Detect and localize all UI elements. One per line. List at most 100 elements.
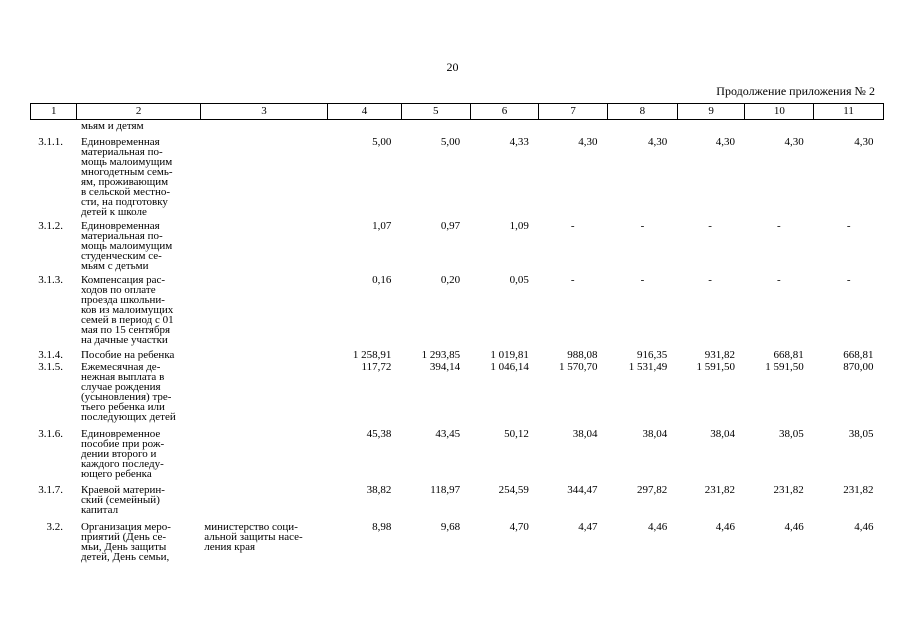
value-cell: 4,30 bbox=[648, 136, 668, 148]
column-header: 4 bbox=[327, 103, 402, 120]
value-cell: 50,12 bbox=[504, 428, 529, 440]
text-line: Единовременная bbox=[80, 136, 160, 148]
text-line: Краевой материн- bbox=[80, 484, 165, 496]
row-executor bbox=[200, 271, 327, 345]
row-code: 3.1.6. bbox=[38, 428, 63, 440]
value-cell: - bbox=[708, 220, 712, 232]
text-line: в сельской местно- bbox=[80, 186, 170, 198]
text-line: многодетным семь- bbox=[80, 166, 173, 178]
value-cell: 4,47 bbox=[578, 521, 598, 533]
value-cell: - bbox=[777, 274, 781, 286]
value-cell: - bbox=[570, 220, 575, 232]
value-cell: 0,16 bbox=[372, 274, 392, 286]
value-cell: 1,09 bbox=[509, 220, 529, 232]
value-cell: 118,97 bbox=[430, 484, 461, 496]
value-cell: 1 591,50 bbox=[696, 361, 735, 373]
text-line: министерство соци- bbox=[204, 521, 298, 533]
value-cell: 916,35 bbox=[637, 349, 668, 361]
table-row: 3.2. Организация меро-приятий (День се-мь… bbox=[31, 515, 884, 563]
row-code: 3.1.5. bbox=[38, 361, 63, 373]
text-line: материальная по- bbox=[80, 146, 163, 158]
text-line: мощь малоимущим bbox=[80, 156, 173, 168]
value-cell: 4,30 bbox=[854, 136, 874, 148]
text-line: ям, проживающим bbox=[80, 176, 169, 188]
page-number: 20 bbox=[446, 60, 459, 74]
text-line: на дачные участки bbox=[80, 334, 168, 346]
value-cell: 0,97 bbox=[440, 220, 461, 232]
table-row: 3.1.7. Краевой материн-ский (семейный) кап… bbox=[31, 479, 884, 516]
value-cell: 1 531,49 bbox=[628, 361, 668, 373]
value-cell: 8,98 bbox=[372, 521, 392, 533]
row-executor bbox=[200, 479, 327, 515]
value-cell: 4,46 bbox=[715, 521, 735, 533]
row-code: 3.1.4. bbox=[38, 349, 63, 361]
text-line: дении второго и bbox=[80, 448, 157, 460]
text-line: мая по 15 сентября bbox=[80, 324, 171, 336]
row-name: Краевой материн-ский (семейный) капитал bbox=[77, 479, 200, 516]
continuation-label: Продолжение приложения № 2 bbox=[716, 84, 875, 98]
value-cell: 38,04 bbox=[572, 428, 598, 440]
value-cell: - bbox=[777, 220, 781, 232]
table-row: 3.1.6. Единовременное пособие при рож-дени… bbox=[31, 422, 884, 480]
value-cell: 0,05 bbox=[509, 274, 529, 286]
column-header: 3 bbox=[199, 103, 329, 120]
column-header: 11 bbox=[813, 103, 884, 120]
value-cell: - bbox=[570, 274, 575, 286]
row-executor bbox=[200, 422, 327, 479]
value-cell: 231,82 bbox=[843, 484, 874, 496]
value-cell: 297,82 bbox=[637, 484, 668, 496]
row-executor bbox=[200, 360, 327, 422]
value-cell: 5,00 bbox=[440, 136, 461, 148]
text-line: мощь малоимущим bbox=[80, 240, 173, 252]
value-cell: 394,14 bbox=[429, 361, 461, 373]
text-line: сти, на подготовку bbox=[80, 196, 168, 208]
text-line: случае рождения bbox=[80, 381, 161, 393]
value-cell: 344,47 bbox=[567, 484, 598, 496]
value-cell: 931,82 bbox=[704, 349, 735, 361]
text-line: материальная по- bbox=[80, 230, 163, 242]
row-name: Единовременная материальная по-мощь малои… bbox=[77, 131, 200, 218]
text-line: Единовременное bbox=[80, 428, 161, 440]
text-line: нежная выплата в bbox=[80, 371, 165, 383]
value-cell: - bbox=[708, 274, 712, 286]
value-cell: 1 293,85 bbox=[421, 349, 461, 361]
value-cell: 38,82 bbox=[366, 484, 392, 496]
value-cell: 4,33 bbox=[509, 136, 529, 148]
value-cell: 4,30 bbox=[578, 136, 598, 148]
table-row: 3.1.2. Единовременная материальная по-мощь… bbox=[31, 217, 884, 272]
continued-text: мьям и детям bbox=[77, 120, 200, 132]
text-line: пособие при рож- bbox=[80, 438, 165, 450]
text-line: детей, День семьи, bbox=[80, 551, 170, 563]
text-line: ский (семейный) bbox=[80, 494, 160, 506]
text-line: ления края bbox=[204, 541, 256, 553]
value-cell: 988,08 bbox=[567, 349, 598, 361]
column-header: 6 bbox=[469, 103, 540, 120]
value-cell: 5,00 bbox=[372, 136, 392, 148]
text-line: каждого последу- bbox=[80, 458, 164, 470]
value-cell: - bbox=[640, 274, 645, 286]
row-executor bbox=[200, 345, 327, 360]
value-cell: 38,04 bbox=[710, 428, 735, 440]
table-row: 3.1.5. Ежемесячная де-нежная выплата в слу… bbox=[31, 360, 884, 423]
text-line: Пособие на ребенка bbox=[80, 349, 175, 361]
value-cell: 0,20 bbox=[440, 274, 461, 286]
row-name: Компенсация рас-ходов по оплате проезда ш… bbox=[77, 271, 200, 346]
text-line: семей в период с 01 bbox=[80, 314, 174, 326]
table-row: 3.1.3. Компенсация рас-ходов по оплате про… bbox=[31, 271, 884, 346]
table-body: мьям и детям 3.1.1. Единовременная материа… bbox=[31, 120, 884, 563]
row-code: 3.1.2. bbox=[38, 220, 63, 232]
value-cell: 4,46 bbox=[854, 521, 874, 533]
value-cell: 4,30 bbox=[784, 136, 804, 148]
text-line: ющего ребенка bbox=[80, 468, 152, 480]
continuation-row: мьям и детям bbox=[31, 120, 884, 132]
text-line: альной защиты насе- bbox=[204, 531, 303, 543]
text-line: последующих детей bbox=[80, 411, 176, 423]
row-code: 3.1.3. bbox=[38, 274, 63, 286]
row-name: Ежемесячная де-нежная выплата в случае ро… bbox=[77, 360, 200, 423]
text-line: Организация меро- bbox=[80, 521, 171, 533]
value-cell: 1 258,91 bbox=[352, 349, 392, 361]
row-code: 3.1.7. bbox=[38, 484, 63, 496]
value-cell: 1 046,14 bbox=[490, 361, 529, 373]
row-name: Единовременная материальная по-мощь малои… bbox=[77, 217, 200, 272]
value-cell: 4,46 bbox=[784, 521, 804, 533]
